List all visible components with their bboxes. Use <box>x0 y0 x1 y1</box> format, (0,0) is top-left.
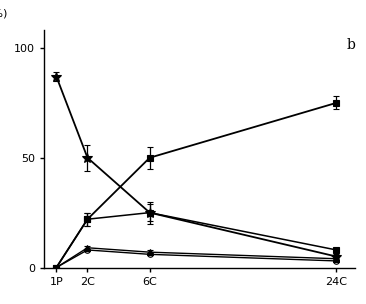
Text: b: b <box>346 37 355 51</box>
Text: (%): (%) <box>0 9 7 19</box>
